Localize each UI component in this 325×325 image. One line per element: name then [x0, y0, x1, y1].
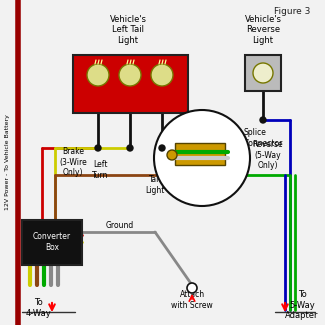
Text: Ground: Ground [106, 220, 134, 229]
Text: 12V Power - To Vehicle Battery: 12V Power - To Vehicle Battery [6, 114, 10, 210]
Text: Tail
Light: Tail Light [145, 175, 165, 195]
Circle shape [260, 117, 266, 123]
Circle shape [187, 283, 197, 293]
Text: Splice
Connector: Splice Connector [244, 128, 283, 148]
FancyBboxPatch shape [73, 55, 188, 113]
Circle shape [167, 150, 177, 160]
FancyBboxPatch shape [22, 220, 82, 265]
Circle shape [154, 110, 250, 206]
Circle shape [159, 145, 165, 151]
FancyBboxPatch shape [245, 55, 281, 91]
Text: Reverse
(5-Way
Only): Reverse (5-Way Only) [253, 140, 283, 170]
Circle shape [87, 64, 109, 86]
Circle shape [151, 64, 173, 86]
Circle shape [127, 145, 133, 151]
Text: Converter
Box: Converter Box [33, 232, 71, 252]
Text: Right
Turn: Right Turn [210, 175, 230, 195]
FancyBboxPatch shape [175, 143, 225, 165]
Text: Vehicle's
Left Tail
Light: Vehicle's Left Tail Light [110, 15, 147, 45]
Text: To
4-Way: To 4-Way [25, 298, 51, 318]
Text: Left
Turn: Left Turn [92, 160, 108, 180]
Text: Vehicle's
Reverse
Light: Vehicle's Reverse Light [244, 15, 281, 45]
Text: Brake
(3-Wire
Only): Brake (3-Wire Only) [59, 147, 87, 177]
Circle shape [253, 63, 273, 83]
Text: To
5-Way
Adapter: To 5-Way Adapter [285, 290, 319, 320]
Circle shape [95, 145, 101, 151]
Text: Figure 3: Figure 3 [274, 7, 310, 17]
Text: Attach
with Screw: Attach with Screw [171, 290, 213, 310]
Circle shape [119, 64, 141, 86]
